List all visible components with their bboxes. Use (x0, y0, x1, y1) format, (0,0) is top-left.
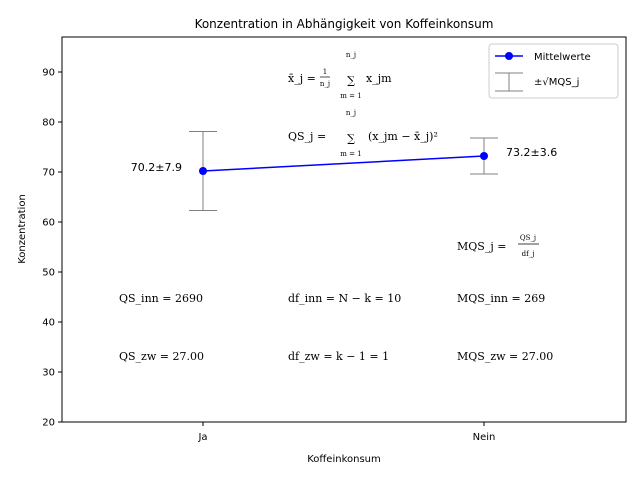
df-inn: df_inn = N − k = 10 (288, 292, 401, 305)
formula-mqs-den: df_j (522, 250, 535, 258)
data-point (199, 167, 207, 175)
formula-qs-sum-bottom: m = 1 (340, 150, 361, 158)
formula-mqs-lhs: MQS_j = (457, 240, 506, 253)
chart-title: Konzentration in Abhängigkeit von Koffei… (195, 17, 494, 31)
y-tick-label: 80 (42, 118, 55, 129)
legend: Mittelwerte ±√MQS_j (488, 43, 619, 99)
plot-area (61, 36, 627, 423)
sum-icon: ∑ (347, 74, 355, 87)
formula-mean-frac-den: n_j (320, 80, 330, 88)
mqs-zw: MQS_zw = 27.00 (457, 350, 553, 363)
legend-box (488, 43, 619, 99)
formula-qs-lhs: QS_j = (288, 130, 326, 143)
mqs-inn: MQS_inn = 269 (457, 292, 545, 305)
qs-zw: QS_zw = 27.00 (119, 350, 204, 363)
formula-mean-sum-bottom: m = 1 (340, 92, 361, 100)
formula-mean-rhs: x_jm (366, 72, 392, 85)
df-zw: df_zw = k − 1 = 1 (288, 350, 389, 363)
series-line (202, 155, 485, 172)
legend-entry-errorbar: ±√MQS_j (534, 77, 579, 88)
legend-errorbar-marker (495, 72, 523, 92)
formula-mqs-num: QS_j (520, 234, 536, 242)
y-tick-label: 90 (42, 68, 55, 79)
x-axis: Ja Nein (197, 422, 495, 443)
x-tick-label: Ja (197, 432, 207, 443)
qs-inn: QS_inn = 2690 (119, 292, 203, 305)
formula-mean-frac-num: 1 (323, 68, 327, 76)
point-label-nein: 73.2±3.6 (506, 146, 557, 159)
x-tick-label: Nein (473, 432, 496, 443)
formula-qs: QS_j = n_j ∑ m = 1 (x_jm − x̄_j)² (288, 109, 438, 158)
x-axis-label: Koffeinkonsum (307, 454, 381, 465)
y-tick-label: 20 (42, 418, 55, 429)
sum-icon: ∑ (347, 132, 355, 145)
y-axis-label: Konzentration (17, 194, 28, 264)
y-tick-label: 40 (42, 318, 55, 329)
y-tick-label: 50 (42, 268, 55, 279)
y-tick-label: 70 (42, 168, 55, 179)
y-tick-label: 30 (42, 368, 55, 379)
y-tick-label: 60 (42, 218, 55, 229)
y-axis: 20 30 40 50 60 70 80 90 (42, 68, 62, 429)
series-mittelwerte (199, 152, 488, 175)
formula-mean: x̄_j = 1 n_j n_j ∑ m = 1 x_jm (288, 51, 392, 100)
formula-qs-sum-top: n_j (346, 109, 356, 117)
formula-mqs: MQS_j = QS_j df_j (457, 234, 539, 258)
legend-entry-mittelwerte: Mittelwerte (534, 52, 591, 63)
formula-mean-sum-top: n_j (346, 51, 356, 59)
point-label-ja: 70.2±7.9 (131, 161, 182, 174)
formula-mean-lhs: x̄_j = (288, 72, 316, 85)
error-bars (189, 131, 498, 211)
formula-qs-rhs: (x_jm − x̄_j)² (368, 130, 438, 143)
data-point (480, 152, 488, 160)
legend-dot-marker (505, 52, 513, 60)
